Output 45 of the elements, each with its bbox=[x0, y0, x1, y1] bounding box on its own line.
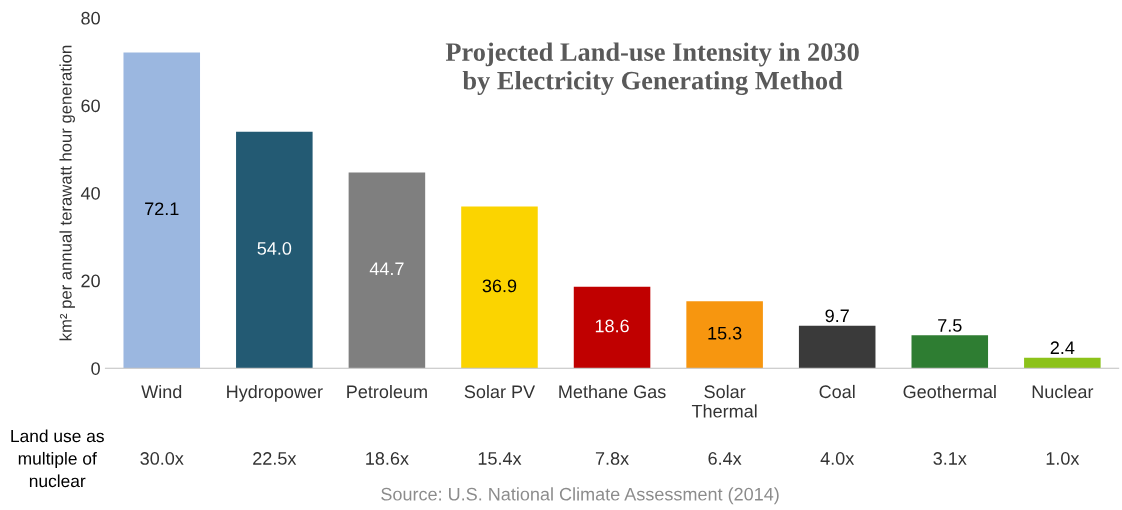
bar bbox=[798, 325, 876, 369]
text: 3.1x bbox=[933, 452, 967, 465]
data-label: 18.6 bbox=[595, 319, 629, 333]
y-tick-label: 20 bbox=[81, 274, 100, 288]
x-tick-label: Coal bbox=[819, 384, 855, 399]
bar bbox=[461, 206, 538, 369]
data-label: 15.3 bbox=[708, 326, 742, 340]
y-tick-label: 80 bbox=[81, 11, 100, 25]
bar bbox=[1024, 357, 1101, 369]
y-tick-label: 0 bbox=[91, 362, 100, 375]
text: Projected Land-use Intensity in 2030 by Electricity Generating Method bbox=[445, 42, 859, 96]
x-tick-label: Petroleum bbox=[347, 384, 427, 399]
data-label: 72.1 bbox=[145, 202, 179, 215]
text: Land use as multiple of nuclear bbox=[11, 429, 104, 488]
text: 4.0x bbox=[820, 452, 855, 465]
text: 15.4x bbox=[478, 452, 522, 465]
x-tick-label: Geothermal bbox=[903, 384, 996, 399]
bar bbox=[348, 172, 426, 369]
text: 1.0x bbox=[1046, 452, 1080, 465]
text: 22.5x bbox=[253, 452, 297, 465]
text: 30.0x bbox=[140, 452, 184, 465]
bar bbox=[686, 301, 763, 369]
x-tick-label: Hydropower bbox=[227, 384, 323, 402]
data-label: 9.7 bbox=[825, 309, 849, 323]
bar bbox=[573, 286, 651, 369]
x-tick-label: Methane Gas bbox=[559, 384, 666, 399]
x-tick-label: Solar PV bbox=[464, 384, 536, 399]
data-label: 2.4 bbox=[1050, 341, 1075, 354]
bar bbox=[236, 131, 313, 369]
data-label: 36.9 bbox=[482, 279, 517, 293]
x-tick-label: Nuclear bbox=[1032, 384, 1094, 399]
x-tick-label: Solar Thermal bbox=[691, 384, 757, 418]
y-tick-label: 40 bbox=[80, 186, 100, 200]
data-label: 44.7 bbox=[369, 262, 404, 275]
text: 7.8x bbox=[595, 452, 629, 465]
text: 6.4x bbox=[708, 452, 742, 465]
y-axis-title: km² per annual terawatt hour generation bbox=[59, 45, 75, 341]
data-label: 7.5 bbox=[938, 319, 962, 332]
y-tick-label: 60 bbox=[81, 99, 100, 113]
source-note: Source: U.S. National Climate Assessment (2014) bbox=[381, 487, 779, 505]
data-label: 54.0 bbox=[257, 242, 292, 255]
text: 18.6x bbox=[366, 452, 409, 465]
bar bbox=[911, 335, 989, 369]
x-tick-label: Wind bbox=[141, 384, 182, 399]
bar bbox=[123, 52, 201, 369]
